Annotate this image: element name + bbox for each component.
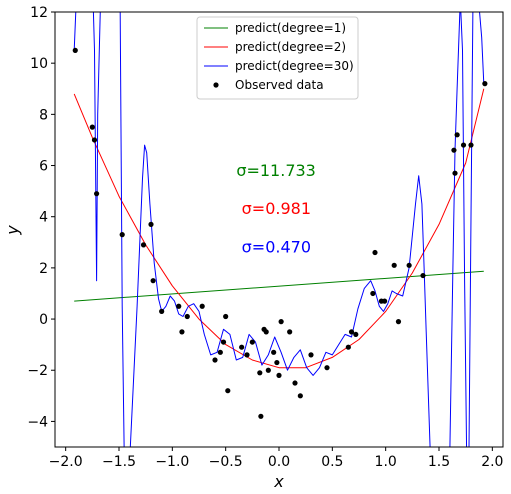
legend-box [196,16,359,100]
predict-degree-1-line [74,270,484,302]
observed-data-point [297,393,303,399]
observed-data-point [274,359,280,366]
x-tick-label: −1.0 [155,454,189,470]
observed-data-point [468,142,474,148]
x-tick-label: −1.5 [102,454,136,470]
observed-data-point [454,132,460,138]
observed-data-point [391,262,397,268]
y-tick-label: 4 [39,210,48,226]
observed-data-point [353,331,359,338]
y-tick-label: 8 [39,107,48,123]
y-tick-label: 2 [39,261,48,277]
observed-data-point [223,313,229,320]
sigma-annotation: σ=0.981 [242,199,311,218]
x-tick-label: 0.0 [268,454,290,470]
legend: predict(degree=1) predict(degree=2) predic… [196,16,359,100]
x-axis-label: x [273,472,284,491]
observed-data-point [244,352,250,358]
y-axis-label: y [3,225,22,236]
observed-data-point [91,137,98,143]
observed-data-point [345,344,351,350]
observed-data-point [72,47,78,53]
y-tick-label: 6 [39,159,48,175]
observed-data-point [263,329,269,335]
observed-data-point [184,313,190,320]
x-tick-label: 1.0 [375,454,397,470]
observed-data-point [460,142,467,148]
x-tick-label: 2.0 [481,454,503,470]
predict-degree-2-legend-label: predict(degree=2) [235,40,346,54]
observed-data-point [249,339,255,345]
observed-data-point [257,370,263,376]
observed-data-point [372,249,378,256]
observed-data-legend-label: Observed data [235,78,324,92]
predict-degree-30-legend-label: predict(degree=30) [235,59,354,73]
observed-data-point [271,349,277,355]
x-tick-label: −0.5 [209,454,243,470]
observed-data-point [451,147,457,153]
observed-data-point [225,388,231,394]
y-tick-label: −4 [27,414,48,430]
observed-data-point [324,365,330,371]
observed-data-point [265,367,271,373]
observed-data-point [258,413,264,419]
observed-data-point [176,303,182,309]
observed-data-point [159,308,165,314]
sigma-annotations: σ=11.733 σ=0.981 σ=0.470 [236,161,316,257]
predict-degree-2-line [73,88,485,369]
observed-data-point [89,124,95,130]
observed-data-point [199,303,205,309]
observed-data-point [94,191,100,197]
observed-data-point [482,81,488,87]
observed-data-point [150,278,156,284]
observed-data-legend-swatch [213,82,219,88]
series-layer [72,12,488,447]
observed-data-point [406,262,412,268]
observed-data-point [148,221,154,227]
x-tick-label: 0.5 [321,454,343,470]
observed-data-point [308,352,314,358]
observed-data-point [239,344,245,350]
predict-degree-30-line [73,12,485,447]
predict-degree-1-legend-label: predict(degree=1) [235,21,346,35]
sigma-annotation: σ=11.733 [236,161,316,180]
sigma-annotation: σ=0.470 [242,238,311,257]
x-tick-label: −2.0 [49,454,83,470]
observed-data-point [348,329,355,335]
observed-data-point [287,329,293,335]
observed-data-point [420,272,426,279]
observed-data-point [179,329,185,335]
observed-data-point [276,372,282,378]
x-tick-label: 1.5 [428,454,450,470]
observed-data-point [292,380,298,386]
y-tick-label: −2 [27,363,48,379]
observed-data-point [220,339,227,345]
observed-data-point [140,242,147,248]
y-tick-label: 12 [30,5,48,21]
observed-data-point [395,319,402,325]
x-axis-ticks: −2.0 −1.5 −1.0 −0.5 0.0 0.5 1.0 1.5 2.0 [49,447,503,470]
observed-data-point [217,349,223,355]
observed-data-point [212,357,218,363]
observed-data-point [382,298,388,304]
y-axis-ticks: −4 −2 0 2 4 6 8 10 12 [27,5,55,430]
y-tick-label: 0 [39,312,48,328]
observed-data-point [119,232,125,238]
observed-data-point [452,170,458,176]
observed-data-point [278,319,284,325]
observed-data-point [370,290,376,297]
y-tick-label: 10 [30,56,48,72]
